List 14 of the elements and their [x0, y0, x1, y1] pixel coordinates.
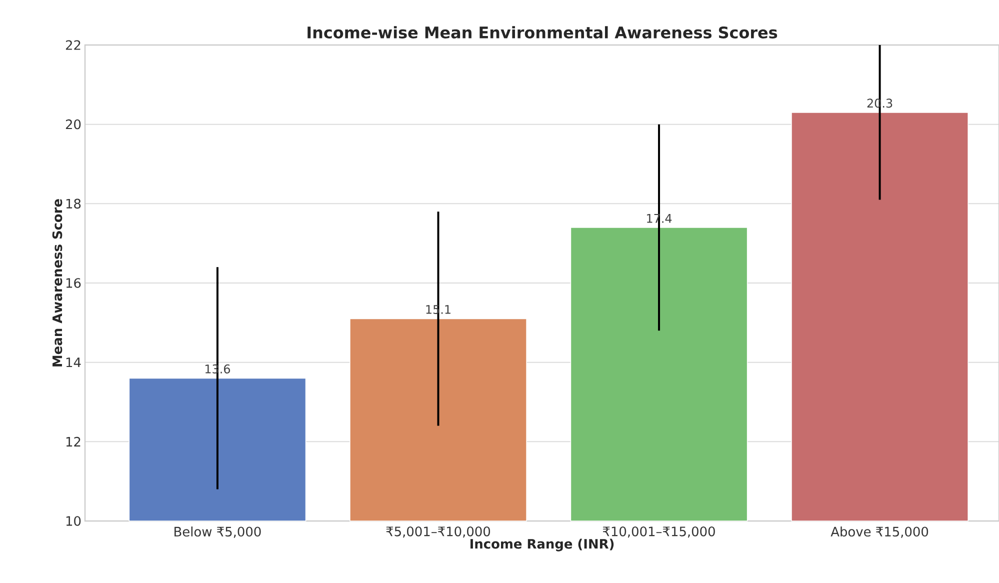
y-axis-title: Mean Awareness Score — [52, 199, 62, 366]
x-tick-label: ₹5,001–₹10,000 — [386, 526, 490, 538]
y-tick-label: 16 — [66, 278, 81, 288]
y-tick-label: 18 — [66, 198, 81, 209]
chart-title: Income-wise Mean Environmental Awareness Scores — [308, 26, 778, 38]
x-tick-label: ₹10,001–₹15,000 — [602, 526, 715, 538]
x-tick-label: Below ₹5,000 — [174, 526, 261, 538]
y-tick-label: 14 — [66, 358, 81, 368]
y-tick-label: 20 — [66, 119, 81, 130]
y-tick-label: 22 — [66, 40, 80, 50]
x-tick-label: Above ₹15,000 — [830, 526, 928, 538]
y-tick-label: 10 — [66, 516, 81, 526]
x-axis-title: Income Range (INR) — [470, 538, 614, 552]
y-tick-label: 12 — [66, 436, 80, 446]
